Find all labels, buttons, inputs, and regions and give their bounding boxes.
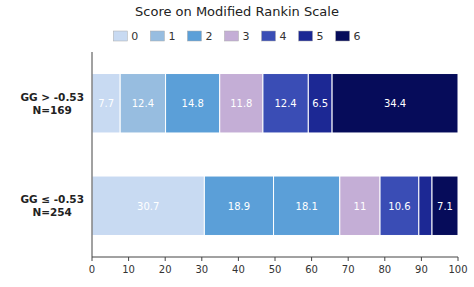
y-tick-label-line: N=169 xyxy=(32,104,72,116)
data-label: 7.1 xyxy=(437,201,453,212)
data-label: 6.5 xyxy=(312,98,328,109)
x-tick-label: 10 xyxy=(122,264,135,275)
bar-segment xyxy=(92,176,204,235)
data-label: 14.8 xyxy=(182,98,204,109)
bar-segment xyxy=(340,176,380,235)
x-tick xyxy=(458,257,459,261)
legend-swatch xyxy=(187,31,201,41)
x-tick xyxy=(275,257,276,261)
x-tick-label: 100 xyxy=(448,264,467,275)
legend-swatch xyxy=(113,31,127,41)
bar-segment xyxy=(204,176,273,235)
data-label: 12.4 xyxy=(132,98,154,109)
data-label: 18.9 xyxy=(228,201,250,212)
y-tick-label-line: GG > -0.53 xyxy=(20,91,84,103)
x-tick-label: 30 xyxy=(195,264,208,275)
title: Score on Modified Rankin Scale xyxy=(135,4,339,19)
data-label: 12.4 xyxy=(274,98,296,109)
bar-segment xyxy=(332,74,458,133)
data-label: 10.6 xyxy=(388,201,410,212)
data-label: 11.8 xyxy=(230,98,252,109)
legend-swatch xyxy=(262,31,276,41)
x-tick xyxy=(92,257,93,261)
x-tick xyxy=(165,257,166,261)
legend-label: 5 xyxy=(317,30,324,43)
legend-swatch xyxy=(224,31,238,41)
x-tick xyxy=(384,257,385,261)
x-tick-label: 80 xyxy=(378,264,391,275)
bar-segment xyxy=(220,74,263,133)
bar-segment xyxy=(432,176,458,235)
x-tick-label: 0 xyxy=(89,264,95,275)
data-label: 30.7 xyxy=(137,201,159,212)
x-tick-label: 90 xyxy=(415,264,428,275)
y-tick-label-line: GG ≤ -0.53 xyxy=(20,193,84,205)
bar-segment xyxy=(263,74,308,133)
legend-label: 6 xyxy=(354,30,361,43)
legend-swatch xyxy=(150,31,164,41)
x-tick xyxy=(311,257,312,261)
legend-label: 1 xyxy=(168,30,175,43)
legend-label: 3 xyxy=(242,30,249,43)
data-label: 34.4 xyxy=(384,98,406,109)
legend: 0 1 2 3 4 5 6 xyxy=(113,30,360,43)
x-tick-label: 20 xyxy=(159,264,172,275)
bar-segment xyxy=(92,74,120,133)
data-label: 18.1 xyxy=(296,201,318,212)
legend-swatch xyxy=(299,31,313,41)
data-label: 7.7 xyxy=(98,98,114,109)
chart-svg: Score on Modified Rankin Scale 0 1 2 3 4 5 6 7.7… xyxy=(0,0,474,287)
x-tick-label: 50 xyxy=(269,264,282,275)
x-tick xyxy=(128,257,129,261)
data-label: 11 xyxy=(354,201,367,212)
bars xyxy=(92,74,458,236)
legend-label: 0 xyxy=(131,30,138,43)
x-tick xyxy=(238,257,239,261)
legend-swatch xyxy=(336,31,350,41)
y-tick-label: GG > -0.53N=169 xyxy=(20,91,84,116)
y-axis-line xyxy=(92,52,93,257)
bar-segment xyxy=(308,74,332,133)
axes: 0102030405060708090100GG > -0.53N=169GG … xyxy=(20,52,467,275)
data-labels: 7.7 12.4 14.8 11.8 12.4 6.5 34.4 30.7 18.9 18.1 11… xyxy=(98,98,453,212)
bar-segment xyxy=(419,176,432,235)
x-tick xyxy=(421,257,422,261)
legend-label: 4 xyxy=(280,30,287,43)
bar-segment xyxy=(166,74,220,133)
chart-container: Score on Modified Rankin Scale 0 1 2 3 4 5 6 7.7… xyxy=(0,0,474,287)
bar-segment xyxy=(120,74,165,133)
x-tick-label: 60 xyxy=(305,264,318,275)
y-tick-label: GG ≤ -0.53N=254 xyxy=(20,193,84,218)
legend-label: 2 xyxy=(205,30,212,43)
bar-segment xyxy=(274,176,340,235)
x-tick-label: 70 xyxy=(342,264,355,275)
x-tick xyxy=(201,257,202,261)
y-tick-label-line: N=254 xyxy=(32,206,72,218)
bar-segment xyxy=(380,176,419,235)
x-tick-label: 40 xyxy=(232,264,245,275)
x-tick xyxy=(348,257,349,261)
